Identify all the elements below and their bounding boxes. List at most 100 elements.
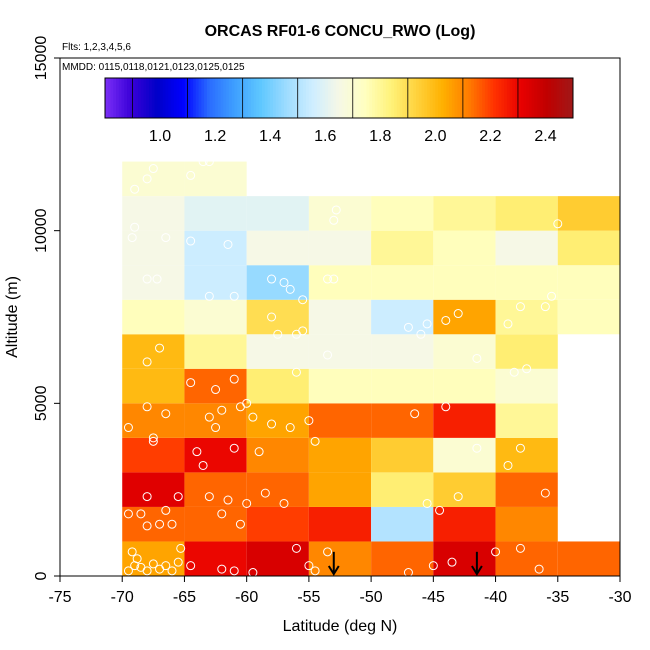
heatmap-cell (122, 368, 185, 404)
sample-point (204, 492, 214, 502)
heatmap-cell (433, 265, 496, 300)
colorbar-segment (124, 78, 128, 118)
sample-point (422, 498, 432, 508)
colorbar-segment (391, 78, 395, 118)
sample-point (204, 412, 214, 422)
sample-point (503, 460, 513, 470)
heatmap-cell (184, 230, 247, 266)
heatmap-cell (122, 437, 185, 473)
colorbar-segment (443, 78, 447, 118)
heatmap-cell (184, 437, 247, 473)
colorbar-segment (292, 78, 296, 118)
colorbar-segment (204, 78, 208, 118)
sample-point (285, 423, 295, 433)
heatmap-cell (557, 196, 620, 231)
colorbar-segment (275, 78, 279, 118)
heatmap-cell (308, 368, 372, 404)
colorbar-segment (509, 78, 513, 118)
colorbar-segment (537, 78, 541, 118)
colorbar-segment (506, 78, 511, 118)
sample-point (273, 329, 283, 339)
heatmap-cell (371, 368, 434, 404)
sample-point (472, 443, 482, 453)
colorbar-segment (132, 78, 136, 118)
sample-point (534, 564, 544, 574)
colorbar-segment (374, 78, 379, 118)
heatmap-cell (308, 472, 372, 507)
sample-point (248, 568, 258, 578)
sample-point (323, 274, 333, 284)
plot-frame (59, 57, 621, 577)
heatmap-cell (371, 541, 434, 576)
colorbar-segment (410, 78, 414, 118)
heatmap-cell (246, 230, 309, 266)
colorbar-segment (427, 78, 431, 118)
y-tick-label: 15000 (33, 36, 50, 81)
x-tick-label: -30 (608, 589, 631, 606)
heatmap-cell (308, 334, 372, 369)
colorbar-segment (168, 78, 172, 118)
sample-point (304, 561, 314, 571)
colorbar-segment (476, 78, 480, 118)
sample-point (127, 233, 137, 243)
colorbar-segment (380, 78, 384, 118)
x-tick-label: -55 (297, 589, 320, 606)
colorbar-segment (550, 78, 555, 118)
sample-point (148, 433, 158, 443)
sample-point (136, 509, 146, 519)
heatmap-cell (184, 403, 247, 438)
sample-point (148, 164, 158, 174)
colorbar-segment (344, 78, 348, 118)
heatmap-cell (184, 265, 247, 300)
colorbar-segment (567, 78, 571, 118)
heatmap-cell (495, 368, 558, 404)
sample-point (310, 566, 320, 576)
sample-point (323, 547, 333, 557)
colorbar-segment (182, 78, 186, 118)
sample-point (155, 519, 165, 529)
sample-point (142, 357, 152, 367)
sample-point (229, 291, 239, 301)
colorbar-segment (198, 78, 202, 118)
colorbar-segment (297, 78, 301, 118)
heatmap-cell (371, 299, 434, 335)
colorbar-segment (154, 78, 158, 118)
heatmap-cell (308, 299, 372, 335)
colorbar-segment (432, 78, 436, 118)
colorbar-segment (250, 78, 255, 118)
colorbar-segment (429, 78, 434, 118)
x-tick-label: -75 (48, 589, 71, 606)
sample-point (123, 509, 133, 519)
sample-point (422, 319, 432, 329)
heatmap-cell (495, 472, 558, 507)
heatmap-cell (371, 265, 434, 300)
colorbar-segment (490, 78, 494, 118)
heatmap-cell (371, 334, 434, 369)
colorbar-segment (358, 78, 362, 118)
colorbar-segment (449, 78, 453, 118)
sample-point (186, 170, 196, 180)
colorbar-segment (212, 78, 216, 118)
colorbar-segment (316, 78, 321, 118)
sample-point (204, 157, 214, 167)
heatmap-cell (495, 265, 558, 300)
heatmap-cell (122, 334, 185, 369)
heatmap-cell (122, 230, 185, 266)
colorbar-segment (528, 78, 533, 118)
sample-point (204, 291, 214, 301)
y-tick-label: 5000 (33, 385, 50, 421)
heatmap-cell (246, 506, 309, 542)
colorbar-segment (564, 78, 568, 118)
colorbar-segment (220, 78, 224, 118)
heatmap-cell (246, 334, 309, 369)
sample-point (403, 568, 413, 578)
colorbar-segment (256, 78, 260, 118)
colorbar-segment (377, 78, 381, 118)
sample-point (223, 495, 233, 505)
heatmap-cell (308, 541, 372, 576)
heatmap-cell (184, 161, 247, 197)
heatmap-cell (557, 299, 620, 335)
heatmap-cell (246, 265, 309, 300)
sample-point (329, 274, 339, 284)
